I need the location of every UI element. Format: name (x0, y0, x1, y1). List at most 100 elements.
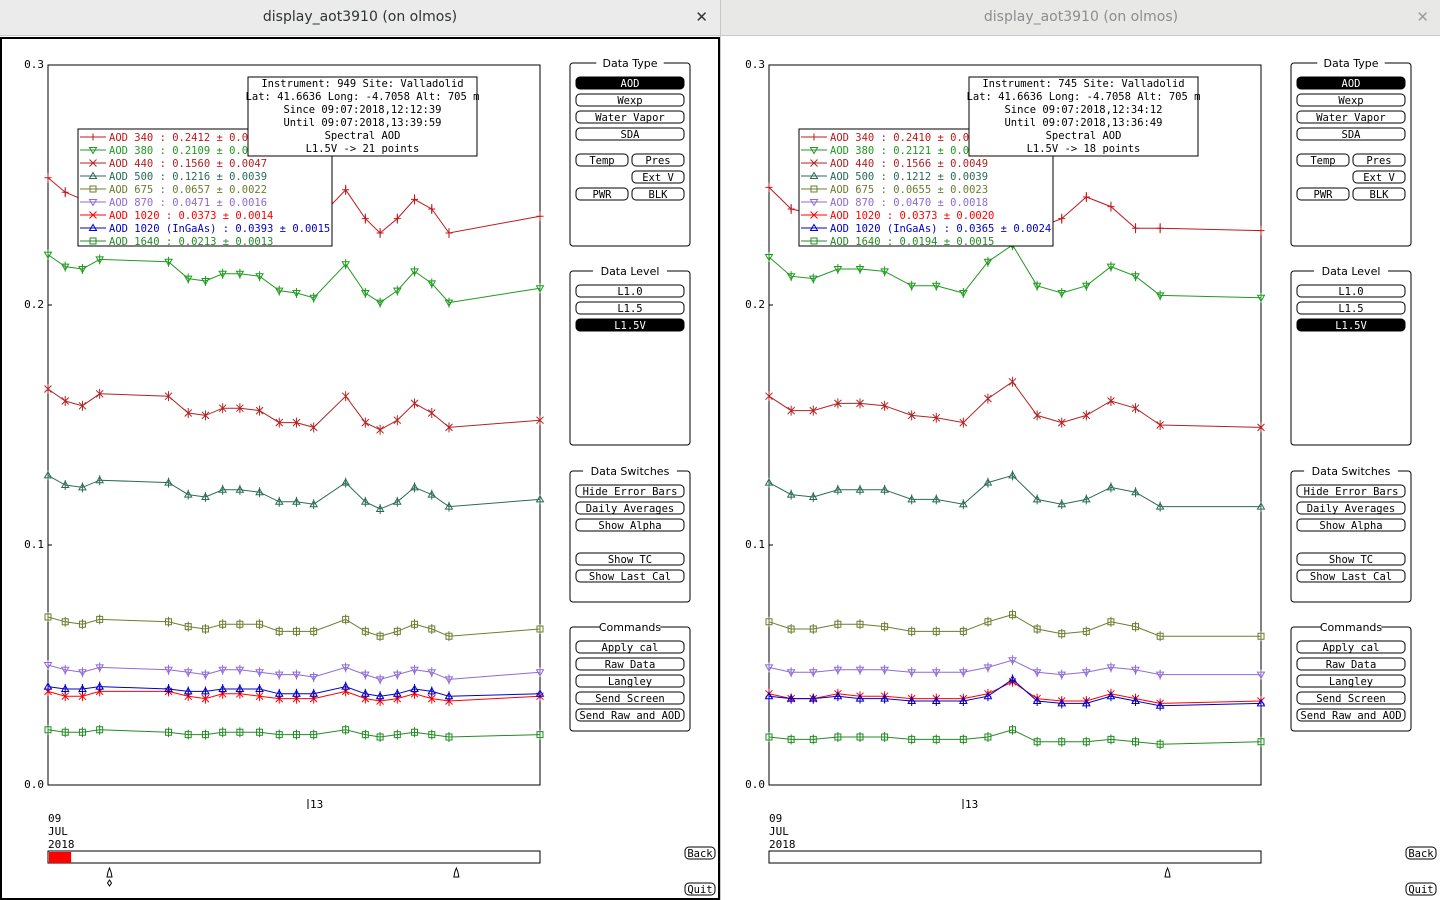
button-face[interactable] (575, 691, 685, 705)
button-face[interactable] (1296, 569, 1406, 583)
button-face[interactable] (1296, 318, 1406, 332)
timeline-bar[interactable] (47, 850, 541, 864)
timeline-marker-icon[interactable] (1164, 866, 1171, 878)
button-face[interactable] (575, 318, 685, 332)
button-label[interactable]: Raw Data (1326, 659, 1377, 671)
button-hide-error-bars[interactable]: Hide Error Bars (575, 484, 685, 498)
button-l1-0[interactable]: L1.0 (575, 284, 685, 298)
button-face[interactable] (631, 153, 685, 167)
button-face[interactable] (1296, 640, 1406, 654)
button-label[interactable]: Send Raw and AOD (579, 710, 680, 722)
button-l1-5[interactable]: L1.5 (575, 301, 685, 315)
button-face[interactable] (1296, 110, 1406, 124)
button-label[interactable]: Temp (1310, 155, 1335, 167)
button-send-raw-and-aod[interactable]: Send Raw and AOD (575, 708, 685, 722)
button-show-tc[interactable]: Show TC (1296, 552, 1406, 566)
button-water-vapor[interactable]: Water Vapor (1296, 110, 1406, 124)
button-l1-5v[interactable]: L1.5V (575, 318, 685, 332)
button-label[interactable]: AOD (1342, 78, 1361, 90)
button-label[interactable]: Send Screen (595, 693, 665, 705)
button-face[interactable] (575, 76, 685, 90)
timeline-bar[interactable] (768, 850, 1262, 864)
button-face[interactable] (1296, 153, 1350, 167)
button-water-vapor[interactable]: Water Vapor (575, 110, 685, 124)
button-label[interactable]: Show TC (608, 554, 652, 566)
button-daily-averages[interactable]: Daily Averages (575, 501, 685, 515)
button-label[interactable]: Wexp (1338, 95, 1363, 107)
button-face[interactable] (1352, 187, 1406, 201)
button-wexp[interactable]: Wexp (1296, 93, 1406, 107)
button-send-screen[interactable]: Send Screen (1296, 691, 1406, 705)
button-langley[interactable]: Langley (1296, 674, 1406, 688)
button-label[interactable]: BLK (649, 189, 669, 201)
button-blk[interactable]: BLK (1352, 187, 1406, 201)
button-face[interactable] (575, 657, 685, 671)
button-send-raw-and-aod[interactable]: Send Raw and AOD (1296, 708, 1406, 722)
button-label[interactable]: Show Alpha (1319, 520, 1382, 532)
button-label[interactable]: Ext V (1363, 172, 1395, 184)
button-raw-data[interactable]: Raw Data (1296, 657, 1406, 671)
button-label[interactable]: Daily Averages (1307, 503, 1396, 515)
button-face[interactable] (575, 569, 685, 583)
button-face[interactable] (575, 127, 685, 141)
button-face[interactable] (1296, 301, 1406, 315)
button-pwr[interactable]: PWR (1296, 187, 1350, 201)
button-label[interactable]: Show Last Cal (589, 571, 671, 583)
timeline-marker-icon[interactable] (453, 866, 460, 878)
button-show-alpha[interactable]: Show Alpha (1296, 518, 1406, 532)
button-face[interactable] (575, 110, 685, 124)
button-label[interactable]: Wexp (617, 95, 642, 107)
button-label[interactable]: Pres (645, 155, 670, 167)
button-face[interactable] (1296, 674, 1406, 688)
button-label[interactable]: Apply cal (1323, 642, 1380, 654)
button-label[interactable]: L1.5V (1335, 320, 1367, 332)
button-send-screen[interactable]: Send Screen (575, 691, 685, 705)
button-label[interactable]: L1.5 (617, 303, 642, 315)
back-button-label[interactable]: Back (1408, 848, 1434, 860)
button-label[interactable]: PWR (1314, 189, 1334, 201)
button-label[interactable]: Apply cal (602, 642, 659, 654)
close-icon[interactable]: ✕ (1416, 8, 1429, 26)
timeline-marker-icon[interactable] (106, 866, 113, 878)
button-face[interactable] (1296, 552, 1406, 566)
button-label[interactable]: L1.0 (1338, 286, 1363, 298)
button-temp[interactable]: Temp (575, 153, 629, 167)
title-bar[interactable]: display_aot3910 (on olmos) ✕ (721, 0, 1440, 36)
button-label[interactable]: L1.5V (614, 320, 646, 332)
button-face[interactable] (575, 640, 685, 654)
quit-button[interactable]: Quit (1405, 882, 1437, 896)
button-face[interactable] (1296, 484, 1406, 498)
button-face[interactable] (1352, 170, 1406, 184)
back-button-label[interactable]: Back (687, 848, 713, 860)
button-label[interactable]: Langley (608, 676, 652, 688)
button-face[interactable] (575, 484, 685, 498)
button-label[interactable]: L1.5 (1338, 303, 1363, 315)
quit-button-face[interactable] (1405, 882, 1437, 896)
button-label[interactable]: Langley (1329, 676, 1373, 688)
button-face[interactable] (1296, 187, 1350, 201)
button-apply-cal[interactable]: Apply cal (1296, 640, 1406, 654)
button-pres[interactable]: Pres (1352, 153, 1406, 167)
button-face[interactable] (575, 501, 685, 515)
button-label[interactable]: SDA (1342, 129, 1362, 141)
close-icon[interactable]: ✕ (695, 8, 708, 26)
button-face[interactable] (575, 708, 685, 722)
button-daily-averages[interactable]: Daily Averages (1296, 501, 1406, 515)
button-label[interactable]: Water Vapor (595, 112, 665, 124)
button-face[interactable] (631, 170, 685, 184)
button-show-tc[interactable]: Show TC (575, 552, 685, 566)
button-face[interactable] (1296, 501, 1406, 515)
button-l1-5[interactable]: L1.5 (1296, 301, 1406, 315)
button-apply-cal[interactable]: Apply cal (575, 640, 685, 654)
button-hide-error-bars[interactable]: Hide Error Bars (1296, 484, 1406, 498)
back-button[interactable]: Back (684, 846, 716, 860)
button-face[interactable] (575, 153, 629, 167)
button-label[interactable]: AOD (621, 78, 640, 90)
button-face[interactable] (631, 187, 685, 201)
button-face[interactable] (575, 552, 685, 566)
button-face[interactable] (575, 301, 685, 315)
back-button-face[interactable] (684, 846, 716, 860)
button-pwr[interactable]: PWR (575, 187, 629, 201)
